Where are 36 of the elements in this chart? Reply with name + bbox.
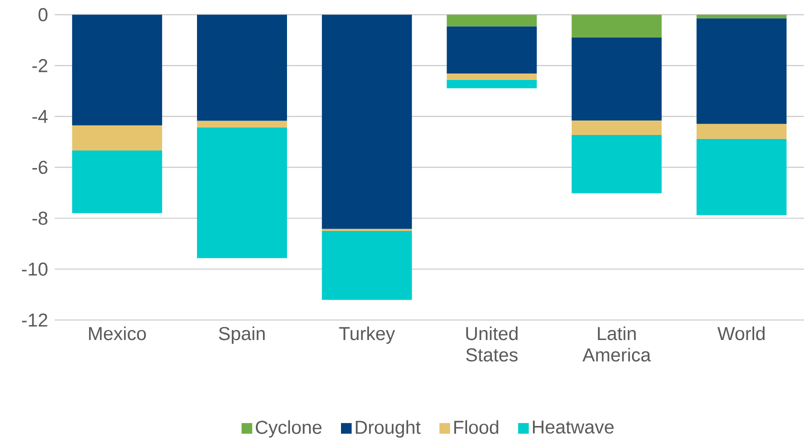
y-tick-label: -8 (32, 212, 48, 225)
bar (446, 14, 537, 26)
bar (72, 125, 162, 151)
y-tick-label: -10 (22, 262, 48, 276)
x-tick-label: World (717, 326, 765, 340)
y-tick-label: -4 (32, 110, 48, 123)
bar (197, 120, 288, 128)
y-tick-label: 0 (38, 8, 48, 22)
x-tick-label: Turkey (339, 326, 396, 344)
x-tick-label: Mexico (89, 326, 146, 340)
bar (446, 73, 537, 80)
bar (572, 135, 662, 194)
y-tick-label: -6 (32, 160, 48, 174)
bar (446, 80, 537, 88)
bar (572, 14, 662, 38)
bar (572, 120, 662, 136)
bar (322, 230, 412, 300)
bar (197, 127, 288, 258)
legend-label: Flood (454, 420, 498, 434)
legend-label: Cyclone (256, 420, 322, 438)
bar (72, 150, 162, 214)
bar (696, 18, 787, 124)
x-tick-label: Latin America (582, 326, 651, 362)
legend-label: Drought (356, 420, 421, 438)
x-tick-label: United States (466, 326, 518, 362)
legend-label: Heatwave (532, 420, 614, 434)
bar (197, 14, 288, 121)
bar (322, 14, 412, 229)
bar (446, 26, 537, 74)
x-tick-label: Spain (218, 326, 265, 344)
bar (72, 14, 162, 126)
y-tick-label: -12 (22, 313, 48, 327)
bar (696, 138, 787, 216)
bar (572, 37, 662, 121)
bar (696, 124, 787, 139)
y-tick-label: -2 (32, 59, 48, 72)
